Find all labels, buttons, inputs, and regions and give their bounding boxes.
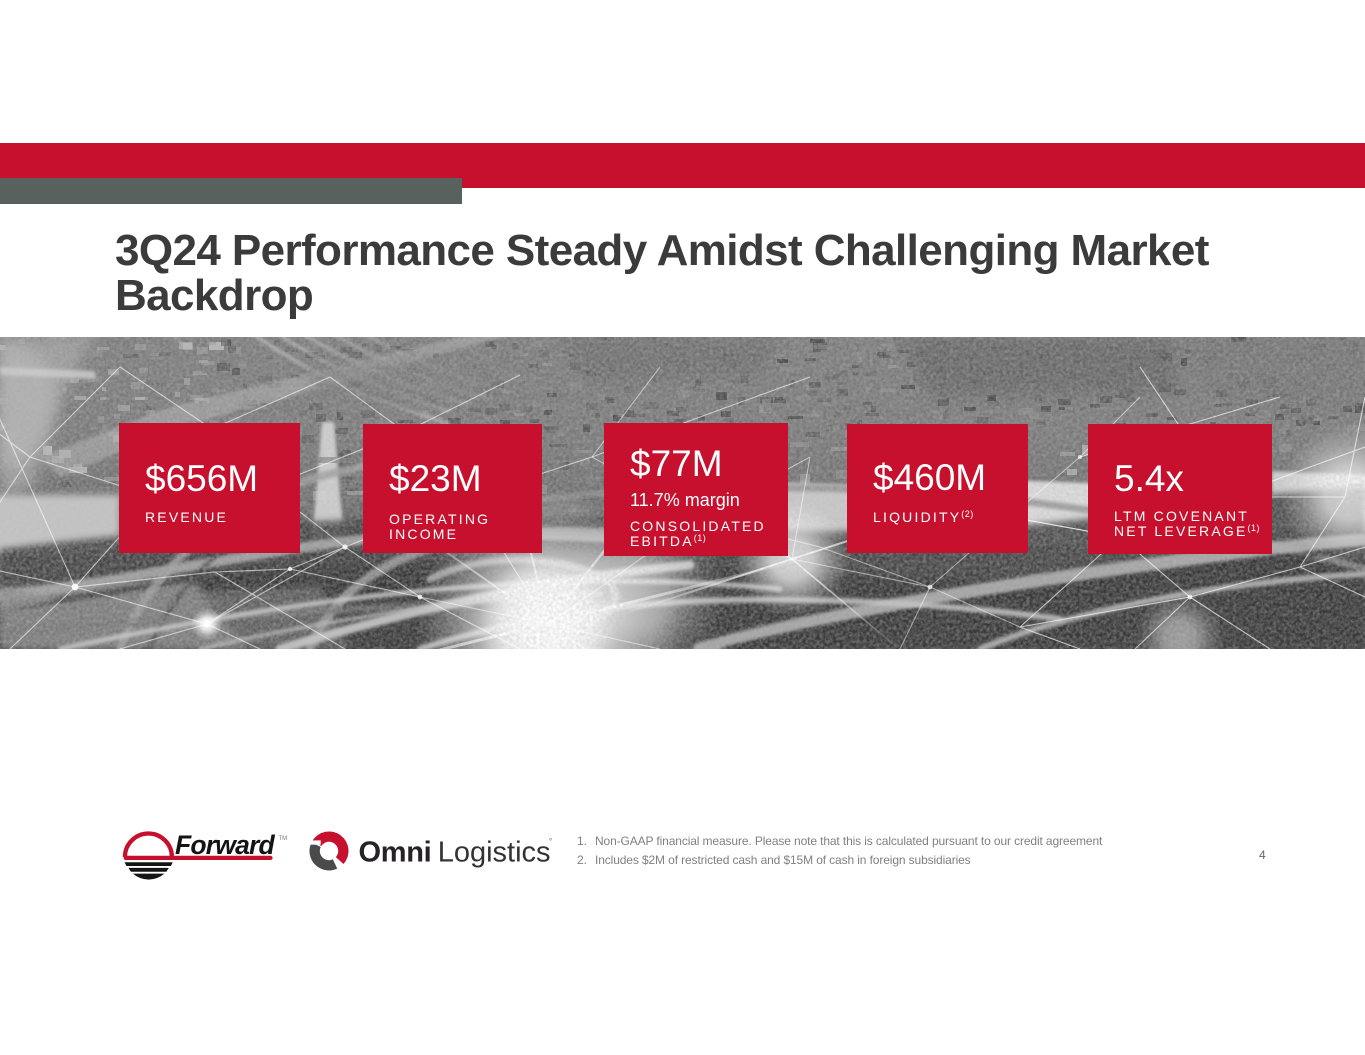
- svg-text:°: °: [549, 837, 552, 846]
- svg-text:Forward: Forward: [175, 830, 276, 860]
- svg-text:Omni: Omni: [359, 837, 432, 869]
- svg-text:TM: TM: [279, 836, 288, 842]
- svg-text:Logistics: Logistics: [438, 837, 551, 869]
